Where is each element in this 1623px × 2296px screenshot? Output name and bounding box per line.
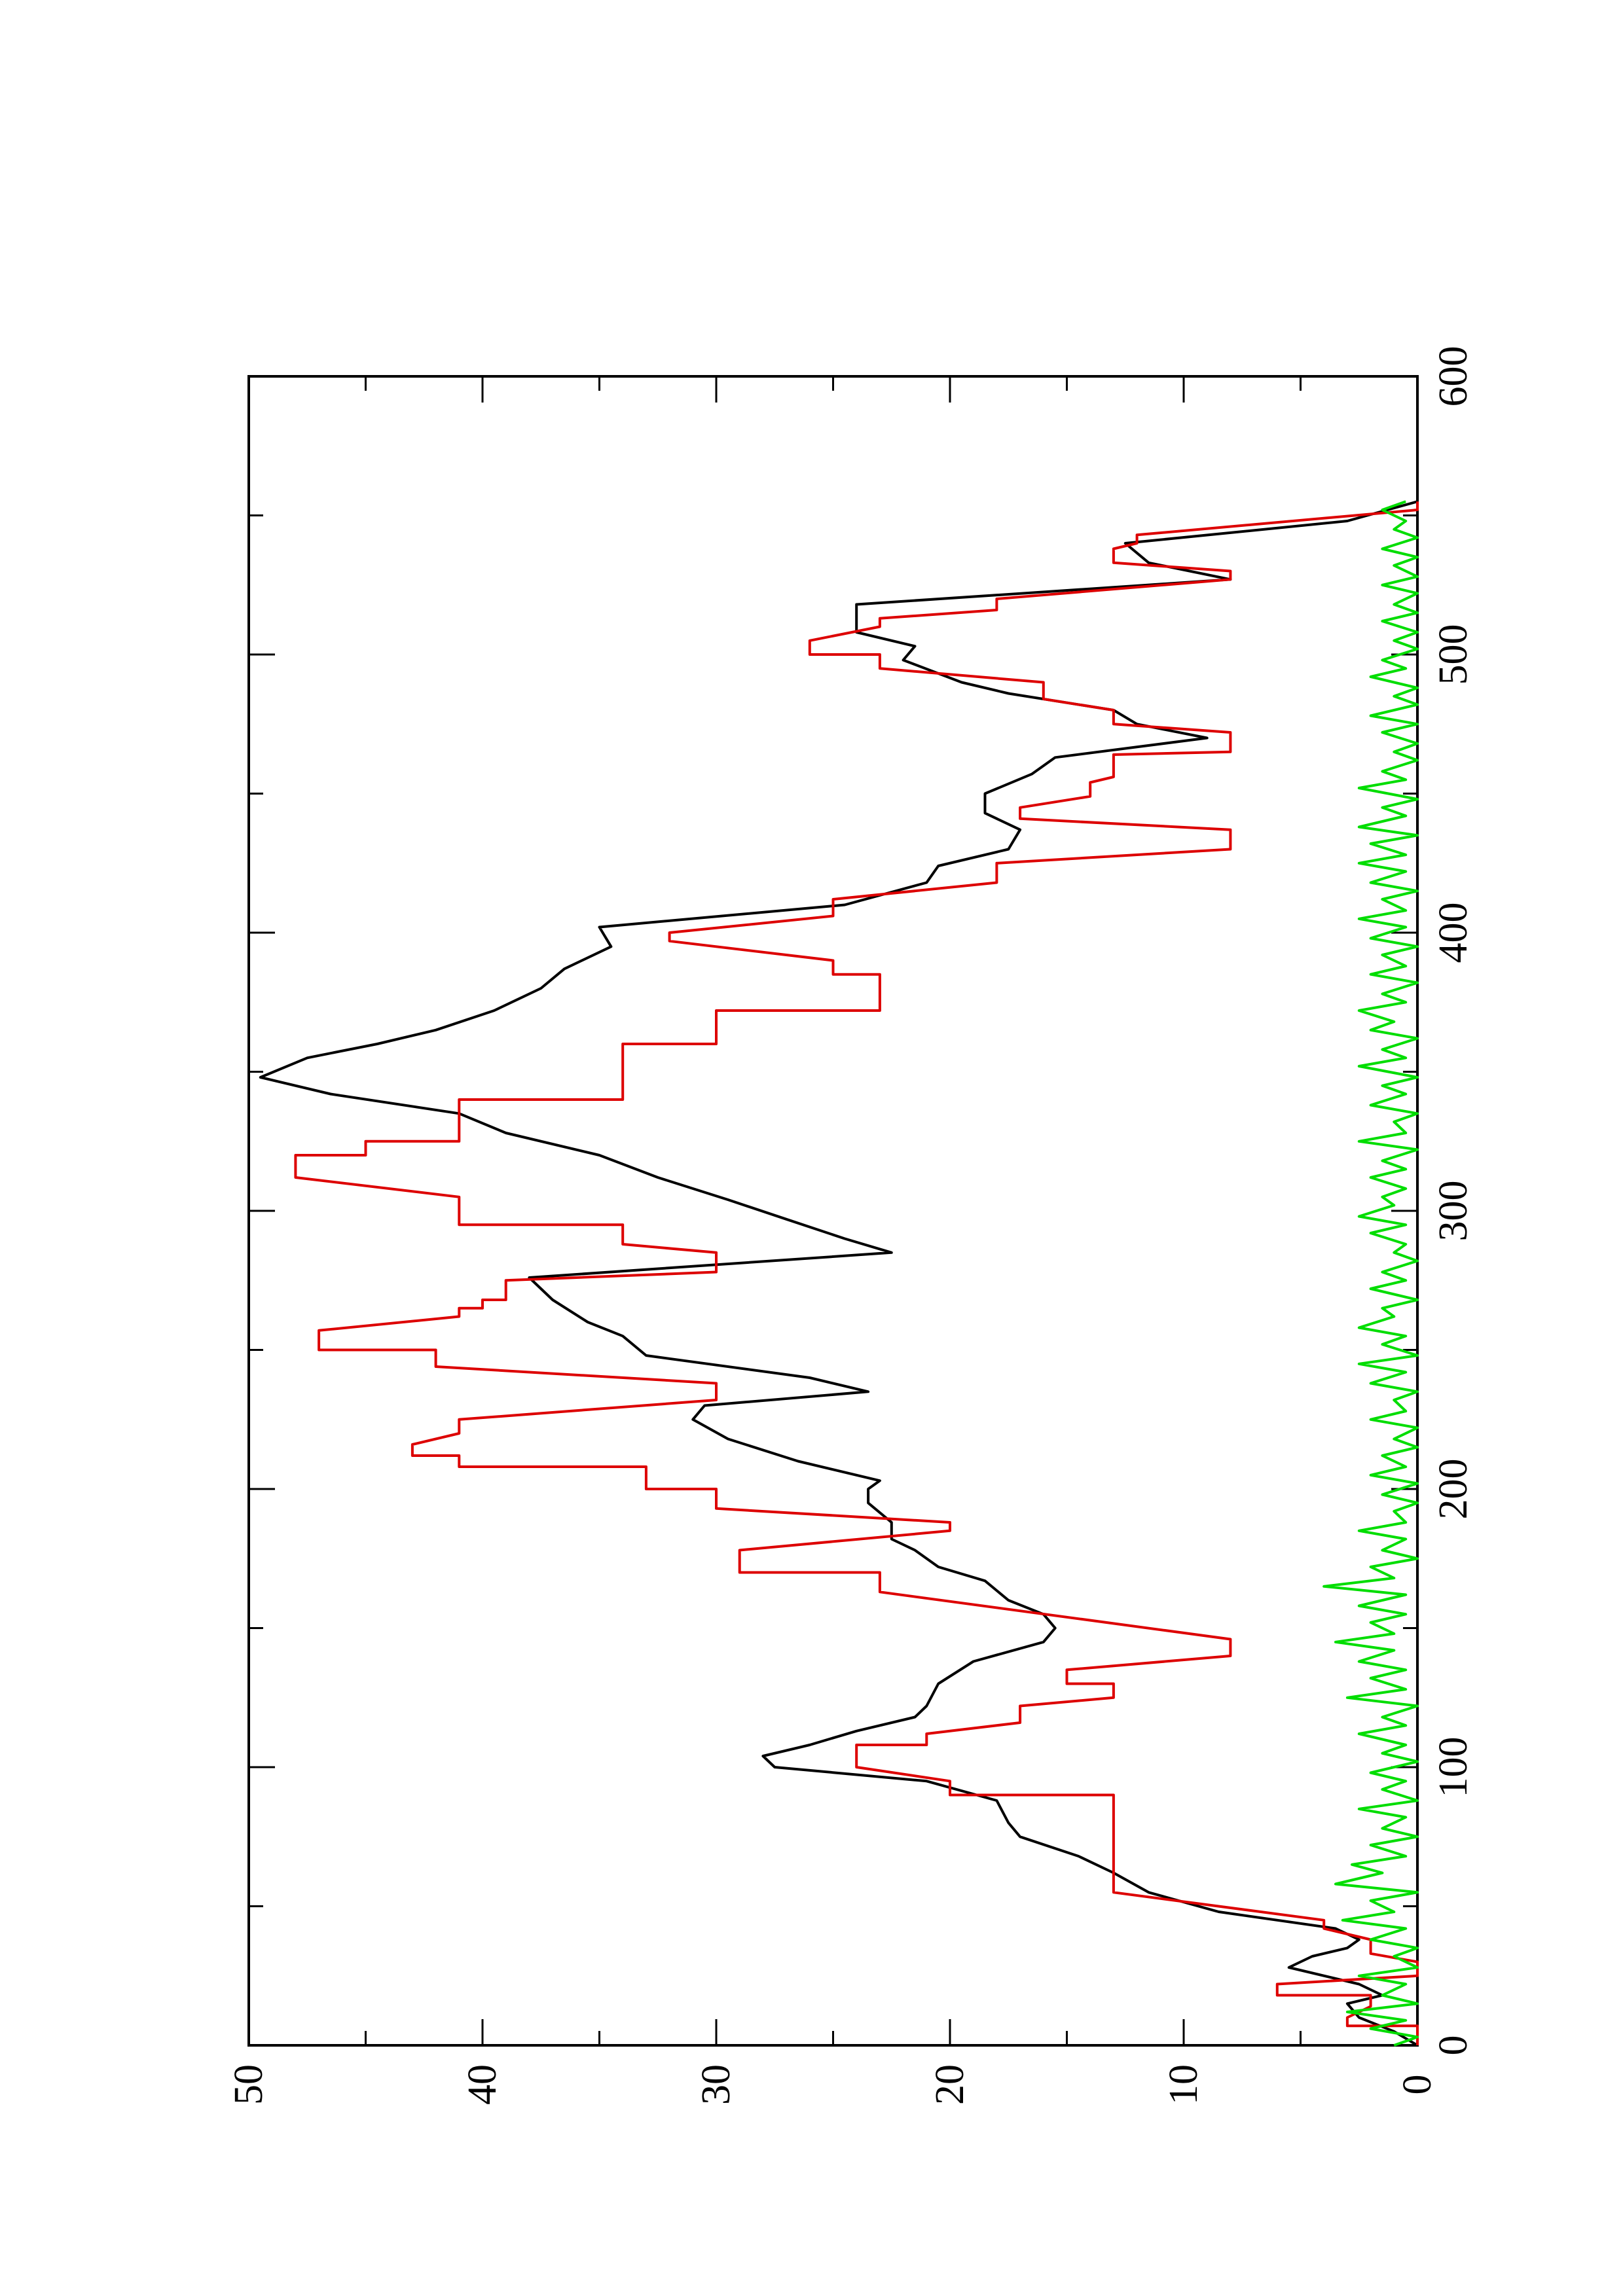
y-tick-label: 30 <box>694 2064 739 2105</box>
x-tick-label: 300 <box>1431 1181 1476 1242</box>
data-series <box>259 500 1419 2047</box>
plot-frame <box>247 375 1419 2047</box>
series-line-3 <box>1322 500 1419 2047</box>
x-tick-label: 100 <box>1431 1737 1476 1798</box>
series-line-1 <box>259 500 1419 2047</box>
y-tick-label: 10 <box>1161 2064 1206 2105</box>
axis-tick-labels: 0 100 200 300 400 500 600 0 10 20 30 40 50 <box>227 346 1476 2106</box>
x-tick-label: 400 <box>1431 903 1476 963</box>
y-tick-label: 0 <box>1395 2075 1440 2095</box>
x-tick-label: 600 <box>1431 346 1476 407</box>
x-tick-label: 500 <box>1431 624 1476 685</box>
axis-ticks <box>247 375 1419 2047</box>
y-tick-label: 20 <box>928 2064 972 2105</box>
y-tick-label: 40 <box>460 2064 505 2105</box>
series-line-2 <box>294 501 1419 2045</box>
y-tick-label: 50 <box>227 2064 271 2105</box>
x-tick-label: 0 <box>1431 2036 1476 2056</box>
x-tick-label: 200 <box>1431 1459 1476 1520</box>
